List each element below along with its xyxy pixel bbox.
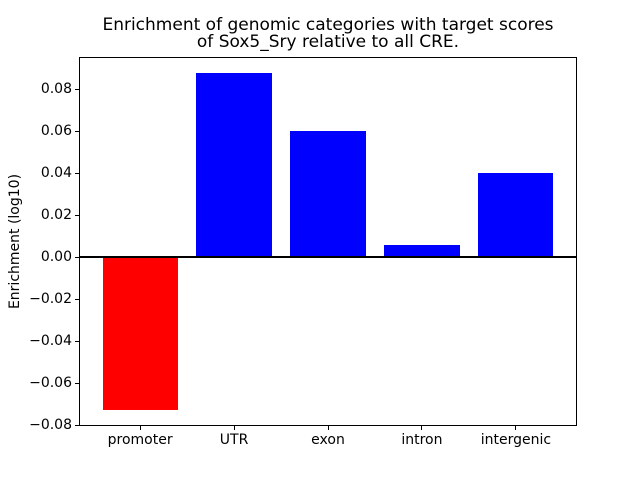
- x-tick-label-intron: intron: [401, 432, 443, 448]
- y-tick-−0.02: [75, 298, 79, 300]
- y-tick-label-0.00: 0.00: [40, 249, 72, 266]
- x-tick-label-intergenic: intergenic: [480, 432, 552, 448]
- y-tick-label-−0.08: −0.08: [29, 417, 72, 433]
- y-tick-label-0.02: 0.02: [40, 207, 72, 224]
- x-tick-intergenic: [515, 426, 517, 430]
- y-tick-label-−0.06: −0.06: [29, 375, 72, 392]
- y-tick-label-−0.02: −0.02: [29, 291, 72, 308]
- y-tick-0.06: [75, 130, 79, 132]
- y-tick-−0.08: [75, 424, 79, 426]
- y-tick-label-0.04: 0.04: [40, 165, 72, 182]
- y-tick-label-−0.04: −0.04: [29, 333, 72, 350]
- x-tick-promoter: [139, 426, 141, 430]
- bar-exon: [290, 131, 366, 258]
- x-tick-intron: [421, 426, 423, 430]
- x-tick-label-exon: exon: [311, 432, 345, 448]
- y-tick-label-0.06: 0.06: [40, 123, 72, 140]
- bar-UTR: [196, 72, 272, 258]
- plot-area: promoter UTR exon intron intergenic −0.08 −0.0…: [29, 57, 577, 448]
- bar-promoter: [102, 257, 178, 411]
- y-tick-0.02: [75, 214, 79, 216]
- y-tick-label-0.08: 0.08: [40, 81, 72, 98]
- x-tick-label-promoter: promoter: [107, 432, 173, 448]
- x-tick-UTR: [233, 426, 235, 430]
- y-tick-0.04: [75, 172, 79, 174]
- y-tick-0.08: [75, 88, 79, 90]
- y-tick-−0.04: [75, 340, 79, 342]
- zero-line: [80, 256, 576, 259]
- y-tick-−0.06: [75, 382, 79, 384]
- bar-intron: [384, 244, 460, 258]
- bar-intergenic: [478, 173, 554, 258]
- chart-title: Enrichment of genomic categories with ta…: [102, 15, 554, 52]
- y-tick-0.00: [75, 256, 79, 258]
- x-tick-label-UTR: UTR: [219, 432, 249, 448]
- x-tick-exon: [327, 426, 329, 430]
- y-axis-label: Enrichment (log10): [7, 173, 23, 310]
